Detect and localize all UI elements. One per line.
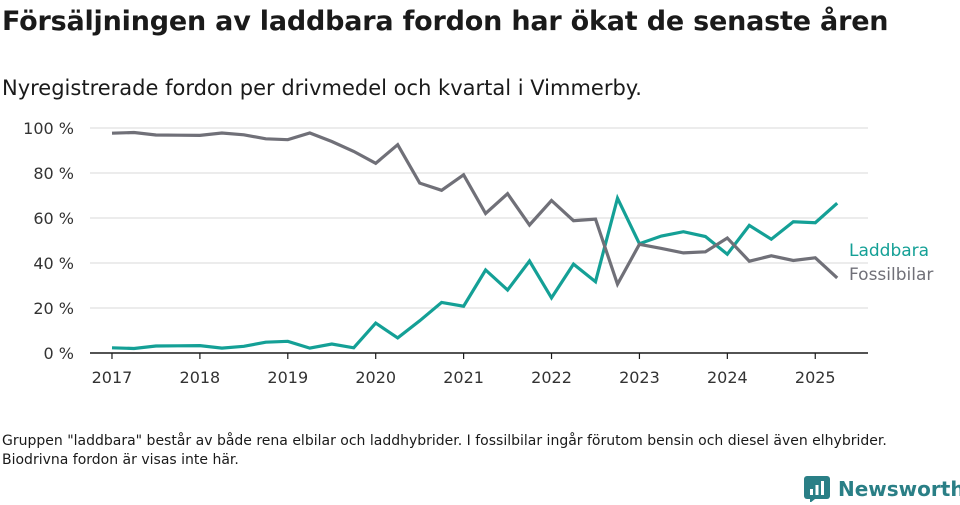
legend-label-fossilbilar: Fossilbilar bbox=[849, 265, 933, 285]
y-tick-label: 60 % bbox=[33, 209, 74, 228]
x-tick-label: 2020 bbox=[355, 368, 396, 387]
x-tick-label: 2024 bbox=[707, 368, 748, 387]
y-tick-label: 80 % bbox=[33, 164, 74, 183]
y-tick-label: 40 % bbox=[33, 254, 74, 273]
x-tick-label: 2018 bbox=[180, 368, 221, 387]
brand-name: Newsworthy bbox=[838, 477, 960, 501]
x-tick-label: 2025 bbox=[795, 368, 836, 387]
y-tick-label: 100 % bbox=[23, 119, 74, 138]
chart-footnote: Gruppen "laddbara" består av både rena e… bbox=[2, 433, 887, 468]
chart-subtitle: Nyregistrerade fordon per drivmedel och … bbox=[2, 76, 642, 100]
chart-title: Försäljningen av laddbara fordon har öka… bbox=[2, 6, 889, 37]
series-line-laddbara bbox=[111, 193, 839, 351]
x-tick-label: 2019 bbox=[267, 368, 308, 387]
newsworthy-logo-icon bbox=[804, 476, 830, 502]
x-tick-label: 2023 bbox=[619, 368, 660, 387]
x-tick-label: 2021 bbox=[443, 368, 484, 387]
series-line-fossilbilar bbox=[111, 130, 839, 289]
x-tick-label: 2022 bbox=[531, 368, 572, 387]
y-tick-label: 20 % bbox=[33, 299, 74, 318]
line-chart: 0 % 20 % 40 % 60 % 80 % 100 % 2017 2018 2019 2020… bbox=[23, 119, 933, 387]
legend-label-laddbara: Laddbara bbox=[849, 241, 929, 261]
y-tick-label: 0 % bbox=[44, 344, 74, 363]
x-tick-label: 2017 bbox=[92, 368, 133, 387]
brand-logo: Newsworthy bbox=[804, 474, 960, 504]
